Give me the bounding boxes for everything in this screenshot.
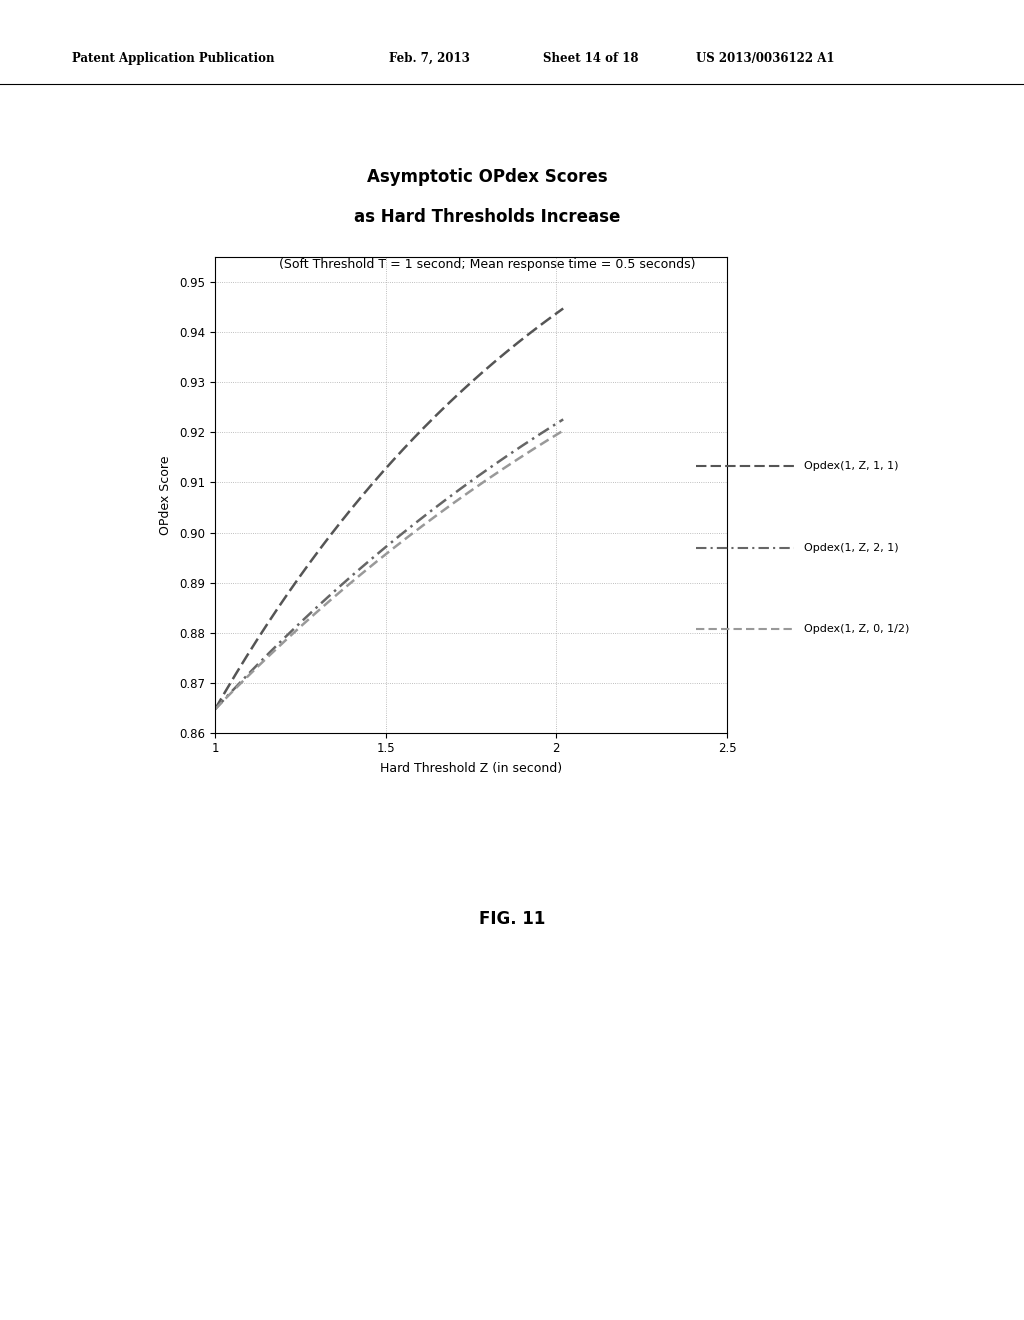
- Opdex(1, Z, 1, 1): [416, 421, 428, 437]
- Opdex(1, Z, 2, 1): [209, 701, 221, 717]
- Opdex(1, Z, 2, 1): [524, 432, 537, 447]
- Text: Opdex(1, Z, 2, 1): Opdex(1, Z, 2, 1): [804, 543, 898, 553]
- Text: Asymptotic OPdex Scores: Asymptotic OPdex Scores: [368, 168, 607, 186]
- Opdex(1, Z, 0, 1/2): [422, 513, 434, 529]
- Opdex(1, Z, 2, 1): [415, 511, 427, 527]
- Line: Opdex(1, Z, 0, 1/2): Opdex(1, Z, 0, 1/2): [215, 430, 563, 709]
- Opdex(1, Z, 0, 1/2): [210, 700, 222, 715]
- Opdex(1, Z, 1, 1): [503, 342, 515, 358]
- Opdex(1, Z, 2, 1): [210, 700, 222, 715]
- Text: (Soft Threshold T = 1 second; Mean response time = 0.5 seconds): (Soft Threshold T = 1 second; Mean respo…: [280, 257, 695, 271]
- Opdex(1, Z, 0, 1/2): [416, 517, 428, 533]
- Line: Opdex(1, Z, 1, 1): Opdex(1, Z, 1, 1): [215, 309, 563, 709]
- X-axis label: Hard Threshold Z (in second): Hard Threshold Z (in second): [380, 762, 562, 775]
- Opdex(1, Z, 0, 1/2): [557, 422, 569, 438]
- Opdex(1, Z, 0, 1/2): [415, 519, 427, 535]
- Text: Opdex(1, Z, 0, 1/2): Opdex(1, Z, 0, 1/2): [804, 624, 909, 634]
- Opdex(1, Z, 1, 1): [209, 701, 221, 717]
- Opdex(1, Z, 1, 1): [210, 700, 222, 715]
- Text: Sheet 14 of 18: Sheet 14 of 18: [543, 51, 638, 65]
- Opdex(1, Z, 2, 1): [503, 447, 515, 463]
- Opdex(1, Z, 1, 1): [557, 301, 569, 317]
- Line: Opdex(1, Z, 2, 1): Opdex(1, Z, 2, 1): [215, 420, 563, 709]
- Opdex(1, Z, 0, 1/2): [209, 701, 221, 717]
- Opdex(1, Z, 2, 1): [422, 506, 434, 521]
- Opdex(1, Z, 0, 1/2): [524, 444, 537, 459]
- Text: FIG. 11: FIG. 11: [479, 909, 545, 928]
- Text: Feb. 7, 2013: Feb. 7, 2013: [389, 51, 470, 65]
- Opdex(1, Z, 2, 1): [557, 412, 569, 428]
- Opdex(1, Z, 1, 1): [524, 325, 537, 341]
- Opdex(1, Z, 2, 1): [416, 510, 428, 525]
- Text: US 2013/0036122 A1: US 2013/0036122 A1: [696, 51, 835, 65]
- Text: Opdex(1, Z, 1, 1): Opdex(1, Z, 1, 1): [804, 462, 898, 471]
- Opdex(1, Z, 1, 1): [422, 416, 434, 432]
- Text: as Hard Thresholds Increase: as Hard Thresholds Increase: [354, 209, 621, 226]
- Y-axis label: OPdex Score: OPdex Score: [160, 455, 172, 535]
- Text: Patent Application Publication: Patent Application Publication: [72, 51, 274, 65]
- Opdex(1, Z, 1, 1): [415, 422, 427, 438]
- Opdex(1, Z, 0, 1/2): [503, 457, 515, 473]
